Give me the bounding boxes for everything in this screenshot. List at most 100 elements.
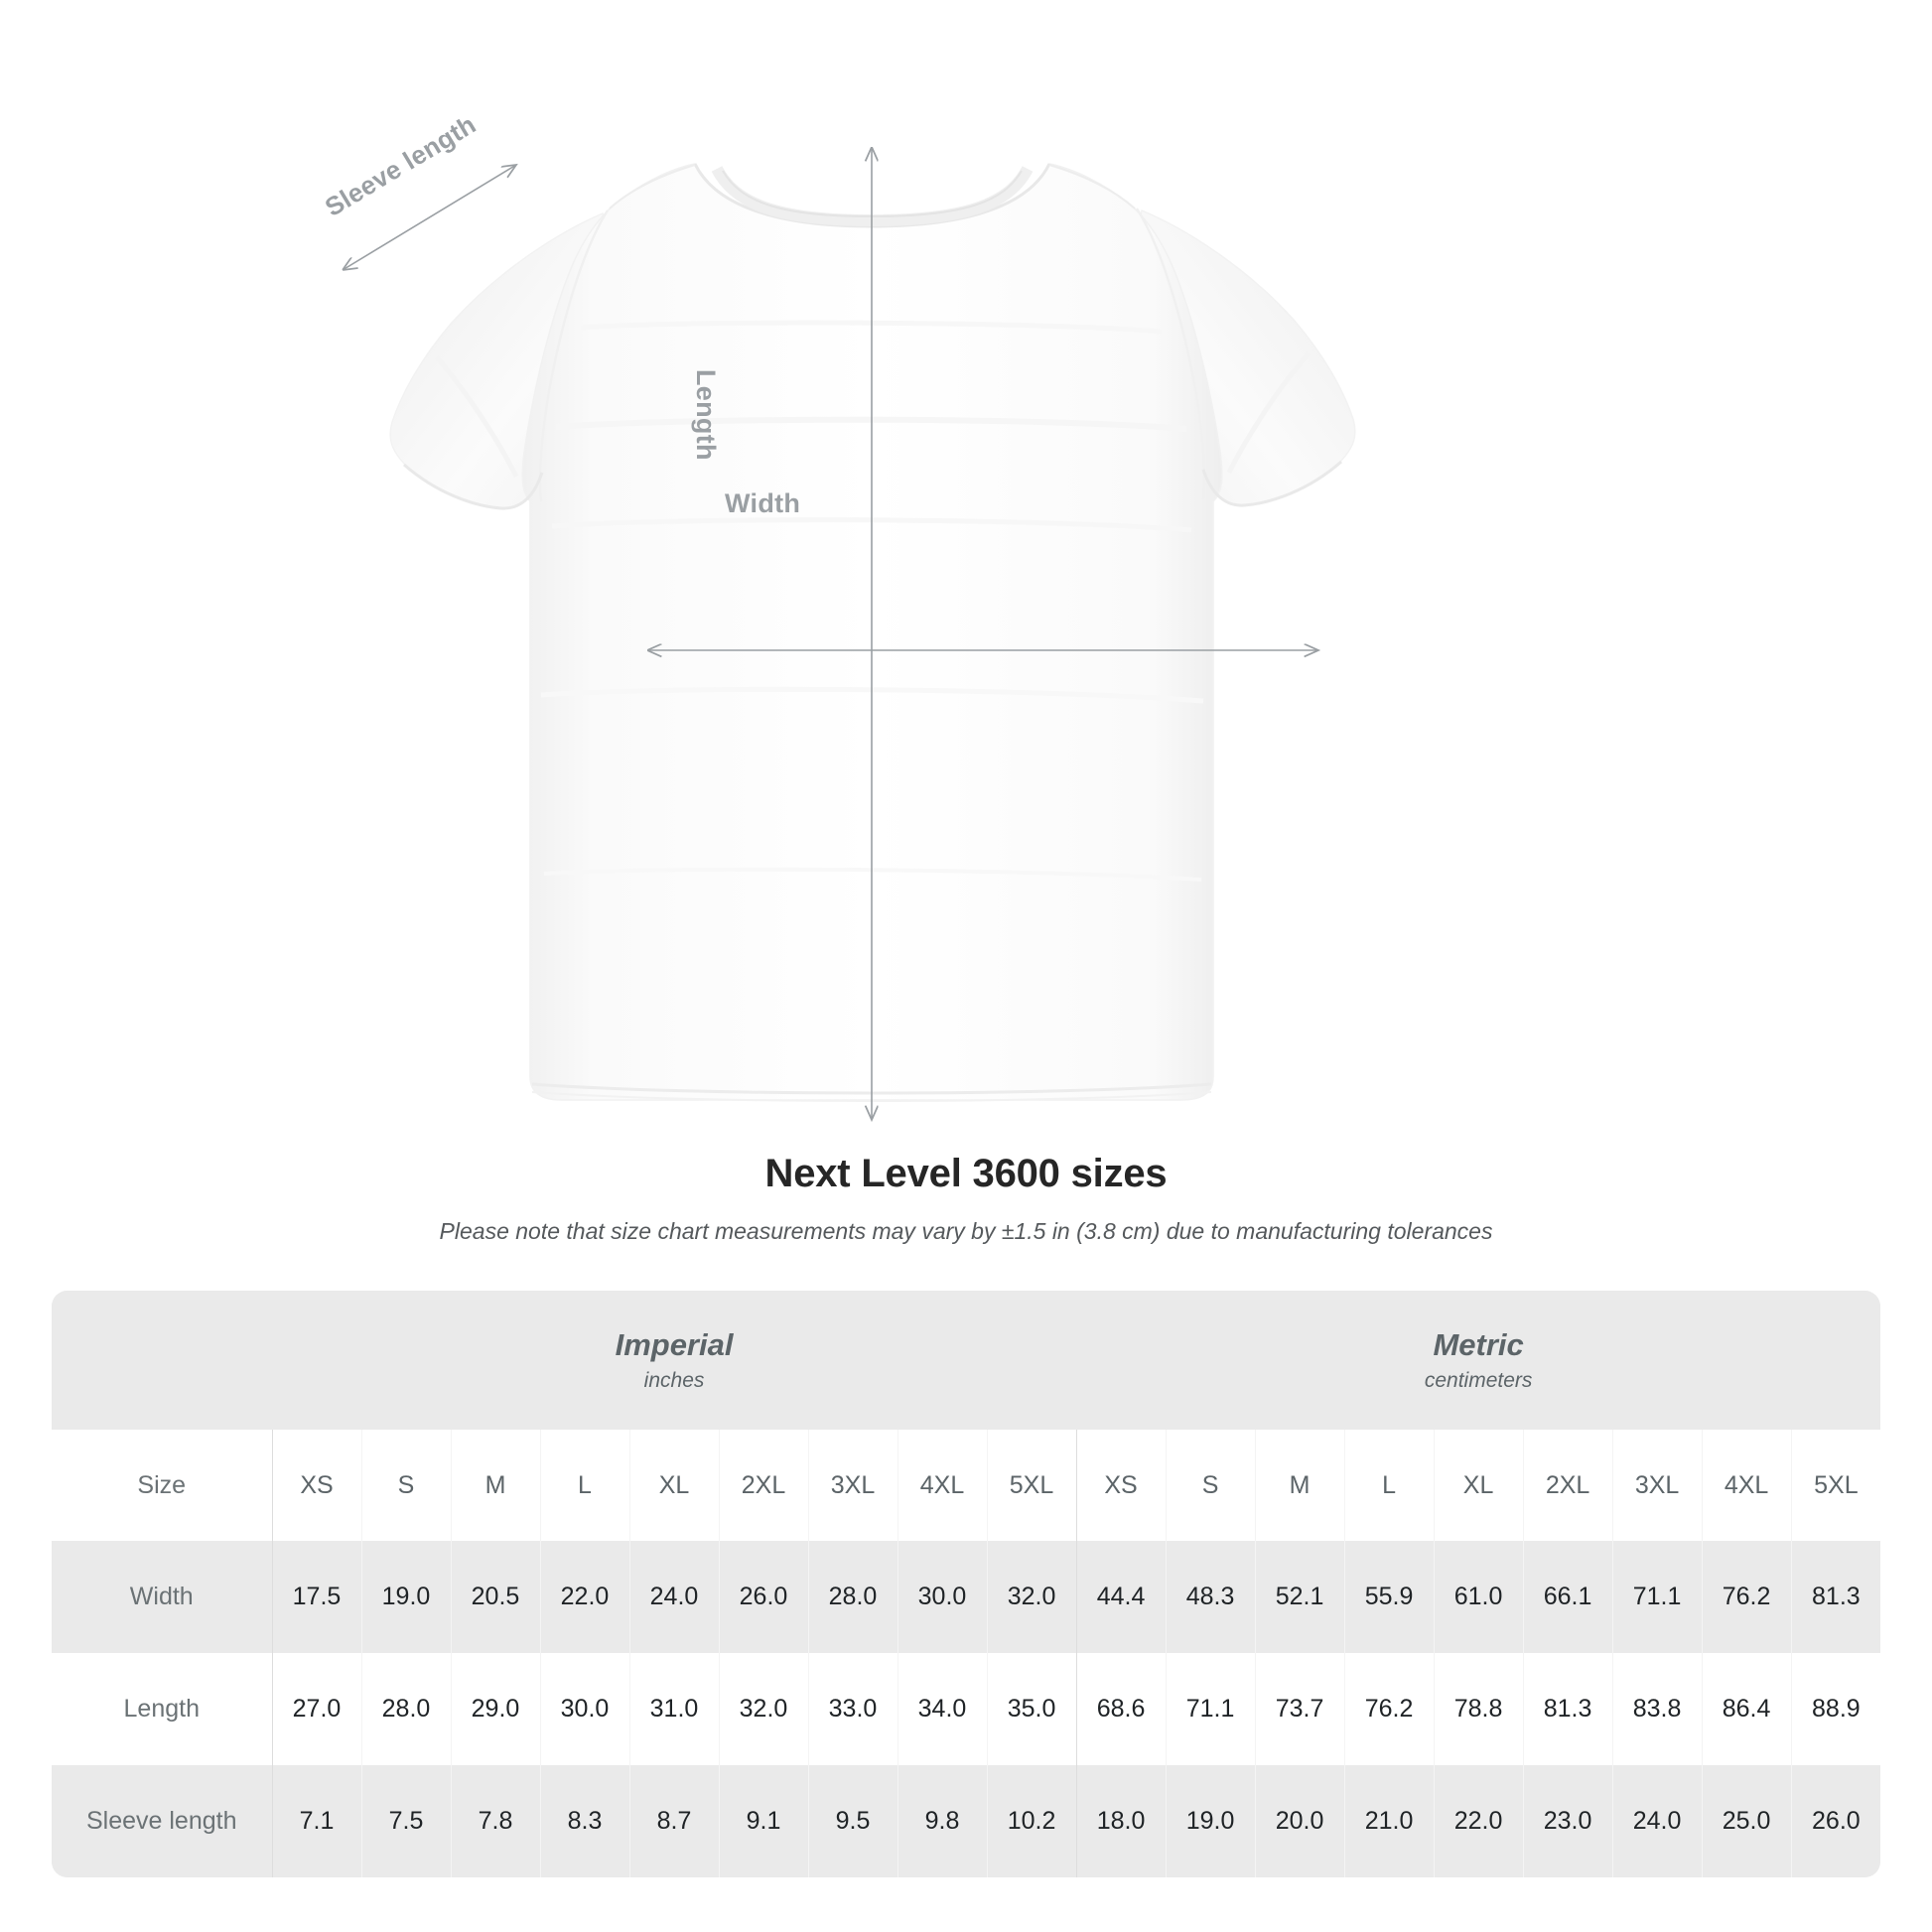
size-header-row: Size XS S M L XL 2XL 3XL 4XL 5XL XS S M … <box>52 1430 1880 1541</box>
size-col-metric-5xl: 5XL <box>1790 1430 1880 1541</box>
cell-length-imperial-3xl: 33.0 <box>807 1653 897 1765</box>
cell-length-metric-2xl: 81.3 <box>1522 1653 1613 1765</box>
left-armhole-seam <box>538 209 610 502</box>
unit-group-metric-name: Metric <box>1433 1327 1524 1363</box>
cell-sleeve-metric-3xl: 24.0 <box>1611 1765 1703 1877</box>
cell-sleeve-metric-l: 21.0 <box>1343 1765 1435 1877</box>
cell-width-imperial-xs: 17.5 <box>271 1541 361 1653</box>
tshirt-diagram-svg <box>0 147 1356 1152</box>
size-col-imperial-l: L <box>539 1430 629 1541</box>
size-col-imperial-3xl: 3XL <box>807 1430 897 1541</box>
cell-length-imperial-2xl: 32.0 <box>718 1653 808 1765</box>
cell-length-metric-xl: 78.8 <box>1433 1653 1524 1765</box>
cell-width-metric-3xl: 71.1 <box>1611 1541 1703 1653</box>
table-corner-cell <box>52 1291 272 1430</box>
cell-width-metric-s: 48.3 <box>1165 1541 1256 1653</box>
cell-length-imperial-5xl: 35.0 <box>986 1653 1077 1765</box>
cell-sleeve-metric-2xl: 23.0 <box>1522 1765 1613 1877</box>
size-header-label: Size <box>52 1430 272 1541</box>
unit-group-imperial-sub: inches <box>643 1368 705 1392</box>
cell-length-metric-s: 71.1 <box>1165 1653 1256 1765</box>
cell-length-metric-xs: 68.6 <box>1075 1653 1167 1765</box>
right-shoulder-seam <box>1048 164 1136 209</box>
cell-sleeve-imperial-l: 8.3 <box>539 1765 629 1877</box>
cell-length-metric-m: 73.7 <box>1254 1653 1345 1765</box>
right-armhole-seam <box>1135 207 1206 500</box>
cell-width-metric-l: 55.9 <box>1343 1541 1435 1653</box>
cell-sleeve-imperial-xl: 8.7 <box>628 1765 719 1877</box>
size-col-metric-xs: XS <box>1075 1430 1167 1541</box>
size-col-metric-m: M <box>1254 1430 1345 1541</box>
cell-length-metric-4xl: 86.4 <box>1701 1653 1792 1765</box>
sleeve-length-arrow <box>343 165 516 270</box>
size-col-imperial-m: M <box>450 1430 540 1541</box>
table-row: Sleeve length 7.1 7.5 7.8 8.3 8.7 9.1 9.… <box>52 1765 1880 1877</box>
cell-width-imperial-4xl: 30.0 <box>897 1541 987 1653</box>
size-col-imperial-4xl: 4XL <box>897 1430 987 1541</box>
cell-width-metric-4xl: 76.2 <box>1701 1541 1792 1653</box>
title-block: Next Level 3600 sizes Please note that s… <box>0 1152 1932 1245</box>
left-sleeve-hem <box>403 463 544 510</box>
cell-length-metric-3xl: 83.8 <box>1611 1653 1703 1765</box>
size-table-container: Imperial inches Metric centimeters Size … <box>52 1291 1880 1877</box>
unit-group-imperial-name: Imperial <box>615 1327 734 1363</box>
size-col-metric-3xl: 3XL <box>1611 1430 1703 1541</box>
cell-width-metric-5xl: 81.3 <box>1790 1541 1880 1653</box>
row-label-sleeve-length: Sleeve length <box>52 1765 272 1877</box>
cell-length-metric-5xl: 88.9 <box>1790 1653 1880 1765</box>
size-col-imperial-s: S <box>360 1430 451 1541</box>
cell-sleeve-metric-s: 19.0 <box>1165 1765 1256 1877</box>
garment-illustration: Sleeve length Length Width <box>0 109 1356 1152</box>
cell-width-imperial-m: 20.5 <box>450 1541 540 1653</box>
cell-width-imperial-s: 19.0 <box>360 1541 451 1653</box>
row-label-width: Width <box>52 1541 272 1653</box>
table-row: Length 27.0 28.0 29.0 30.0 31.0 32.0 33.… <box>52 1653 1880 1765</box>
cell-width-metric-xs: 44.4 <box>1075 1541 1167 1653</box>
table-row: Width 17.5 19.0 20.5 22.0 24.0 26.0 28.0… <box>52 1541 1880 1653</box>
cell-sleeve-imperial-s: 7.5 <box>360 1765 451 1877</box>
width-dimension-label: Width <box>725 488 801 518</box>
size-col-metric-l: L <box>1343 1430 1435 1541</box>
left-shoulder-seam <box>609 164 696 209</box>
cell-length-imperial-s: 28.0 <box>360 1653 451 1765</box>
size-col-metric-xl: XL <box>1433 1430 1524 1541</box>
left-sleeve-fold <box>435 355 519 479</box>
length-dimension-label: Length <box>691 369 721 461</box>
cell-sleeve-imperial-2xl: 9.1 <box>718 1765 808 1877</box>
size-col-imperial-5xl: 5XL <box>986 1430 1077 1541</box>
right-sleeve-fold <box>1226 351 1311 475</box>
cell-sleeve-imperial-4xl: 9.8 <box>897 1765 987 1877</box>
cell-width-imperial-3xl: 28.0 <box>807 1541 897 1653</box>
cell-width-metric-xl: 61.0 <box>1433 1541 1524 1653</box>
unit-group-header-row: Imperial inches Metric centimeters <box>52 1291 1880 1430</box>
cell-sleeve-imperial-xs: 7.1 <box>271 1765 361 1877</box>
size-col-imperial-xs: XS <box>271 1430 361 1541</box>
cell-length-imperial-4xl: 34.0 <box>897 1653 987 1765</box>
size-col-imperial-xl: XL <box>628 1430 719 1541</box>
cell-width-imperial-2xl: 26.0 <box>718 1541 808 1653</box>
cell-width-metric-2xl: 66.1 <box>1522 1541 1613 1653</box>
size-col-metric-s: S <box>1165 1430 1256 1541</box>
unit-group-metric-sub: centimeters <box>1424 1368 1533 1392</box>
right-sleeve-hem <box>1201 460 1342 507</box>
size-table: Imperial inches Metric centimeters Size … <box>52 1291 1880 1877</box>
unit-group-imperial: Imperial inches <box>272 1291 1077 1430</box>
cell-sleeve-metric-m: 20.0 <box>1254 1765 1345 1877</box>
row-label-length: Length <box>52 1653 272 1765</box>
cell-length-metric-l: 76.2 <box>1343 1653 1435 1765</box>
cell-sleeve-metric-xs: 18.0 <box>1075 1765 1167 1877</box>
unit-group-metric: Metric centimeters <box>1076 1291 1880 1430</box>
cell-sleeve-metric-5xl: 26.0 <box>1790 1765 1880 1877</box>
cell-sleeve-imperial-3xl: 9.5 <box>807 1765 897 1877</box>
tshirt-body-shape <box>389 163 1356 1102</box>
cell-length-imperial-xs: 27.0 <box>271 1653 361 1765</box>
cell-width-metric-m: 52.1 <box>1254 1541 1345 1653</box>
cell-sleeve-metric-xl: 22.0 <box>1433 1765 1524 1877</box>
cell-width-imperial-l: 22.0 <box>539 1541 629 1653</box>
measurement-lines <box>343 147 1318 1120</box>
page-title: Next Level 3600 sizes <box>764 1152 1168 1195</box>
cell-length-imperial-l: 30.0 <box>539 1653 629 1765</box>
cell-sleeve-imperial-m: 7.8 <box>450 1765 540 1877</box>
cell-length-imperial-xl: 31.0 <box>628 1653 719 1765</box>
